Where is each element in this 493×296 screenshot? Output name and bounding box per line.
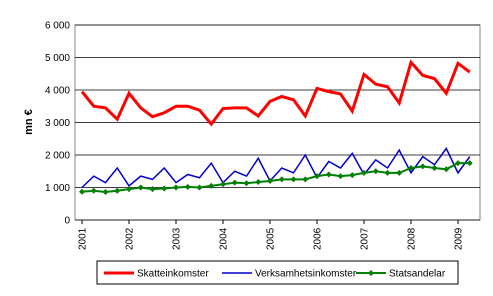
marker bbox=[161, 185, 168, 192]
x-tick-label: 2002 bbox=[125, 227, 136, 250]
marker bbox=[102, 189, 109, 196]
marker bbox=[149, 186, 156, 193]
marker bbox=[255, 178, 262, 185]
y-tick-label: 5 000 bbox=[45, 53, 70, 64]
y-tick-label: 3 000 bbox=[45, 118, 70, 129]
marker bbox=[325, 171, 332, 178]
y-tick-label: 1 000 bbox=[45, 183, 70, 194]
y-tick-label: 6 000 bbox=[45, 21, 70, 32]
marker bbox=[267, 178, 273, 184]
marker bbox=[114, 187, 121, 194]
marker bbox=[372, 168, 379, 175]
marker bbox=[302, 176, 309, 183]
marker bbox=[208, 182, 215, 189]
y-tick-label: 0 bbox=[64, 216, 70, 227]
marker bbox=[184, 183, 191, 190]
x-tick-label: 2008 bbox=[407, 227, 418, 250]
x-tick-label: 2001 bbox=[78, 227, 89, 250]
marker bbox=[443, 166, 450, 173]
marker bbox=[90, 187, 97, 194]
legend-label: Statsandelar bbox=[389, 269, 446, 280]
marker bbox=[466, 160, 473, 167]
marker bbox=[384, 169, 391, 176]
marker bbox=[278, 176, 285, 183]
legend-label: Skatteinkomster bbox=[137, 269, 209, 280]
marker bbox=[419, 163, 426, 170]
x-tick-label: 2003 bbox=[172, 227, 183, 250]
x-tick-label: 2004 bbox=[219, 227, 230, 250]
x-tick-label: 2009 bbox=[454, 227, 465, 250]
y-axis-label: mn € bbox=[23, 109, 35, 135]
marker bbox=[361, 169, 367, 176]
marker bbox=[126, 186, 132, 193]
marker bbox=[314, 173, 320, 180]
marker bbox=[455, 160, 461, 167]
x-tick-label: 2006 bbox=[313, 227, 324, 250]
legend-label: Verksamhetsinkomster bbox=[255, 269, 357, 280]
y-tick-label: 4 000 bbox=[45, 86, 70, 97]
series-line bbox=[81, 162, 470, 194]
marker bbox=[243, 180, 250, 187]
marker bbox=[408, 165, 414, 171]
y-tick-label: 2 000 bbox=[45, 151, 70, 162]
marker bbox=[349, 172, 356, 179]
marker bbox=[220, 181, 226, 188]
x-tick-label: 2007 bbox=[360, 227, 371, 250]
series-line bbox=[80, 59, 471, 127]
marker bbox=[231, 179, 238, 186]
marker bbox=[79, 188, 85, 195]
series-line bbox=[81, 147, 471, 189]
marker bbox=[137, 184, 144, 191]
marker bbox=[173, 184, 179, 191]
marker bbox=[431, 165, 438, 171]
legend bbox=[96, 260, 459, 285]
legend-marker bbox=[368, 270, 374, 276]
marker bbox=[196, 184, 203, 191]
marker bbox=[290, 176, 297, 183]
marker bbox=[396, 169, 403, 176]
x-tick-label: 2005 bbox=[266, 227, 277, 250]
marker bbox=[337, 173, 344, 180]
